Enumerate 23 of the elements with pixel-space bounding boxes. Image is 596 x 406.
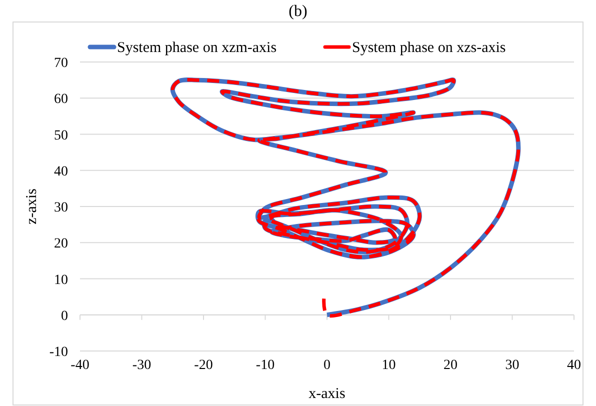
x-tick-label: 40	[567, 358, 581, 373]
y-tick-label: 50	[54, 128, 68, 144]
x-tick-label: -40	[70, 358, 90, 373]
chart-title: (b)	[288, 3, 308, 20]
x-tick-label: 10	[382, 358, 396, 373]
y-tick-label: -10	[49, 345, 68, 360]
x-axis-title: x-axis	[308, 386, 346, 402]
legend-label: System phase on xzm-axis	[117, 40, 277, 56]
y-axis-title: z-axis	[24, 188, 40, 224]
y-tick-label: 0	[61, 308, 68, 324]
x-tick-label: -20	[194, 358, 213, 373]
y-tick-label: 20	[54, 236, 68, 252]
x-tick-label: 20	[444, 358, 458, 373]
y-tick-label: 30	[54, 200, 68, 216]
x-tick-label: 30	[505, 358, 520, 373]
y-tick-label: 60	[54, 92, 68, 108]
y-tick-label: 10	[54, 272, 68, 288]
y-tick-label: 70	[54, 56, 68, 71]
y-tick-label: 40	[54, 164, 68, 180]
x-tick-label: 0	[324, 358, 330, 373]
legend-label: System phase on xzs-axis	[352, 40, 506, 56]
x-tick-label: -30	[132, 358, 152, 373]
x-tick-label: -10	[256, 358, 275, 373]
